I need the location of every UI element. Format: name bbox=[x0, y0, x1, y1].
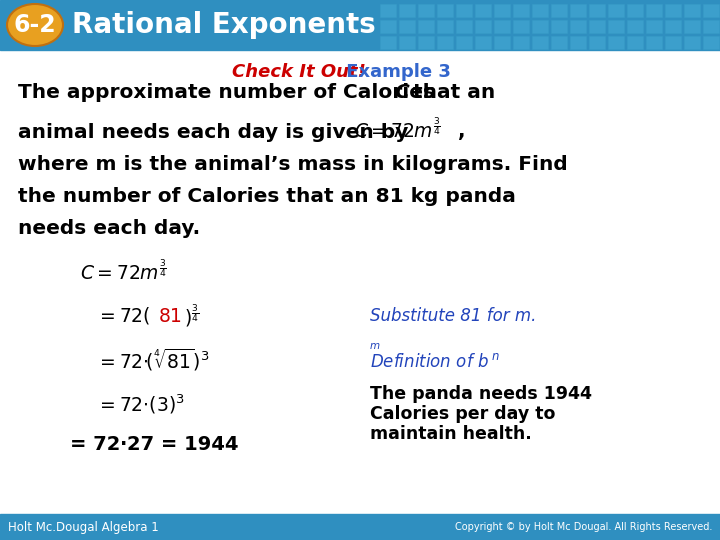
Text: $\mathit{Definition\ of\ b^{\,n}}$: $\mathit{Definition\ of\ b^{\,n}}$ bbox=[370, 353, 500, 371]
Text: that an: that an bbox=[406, 83, 495, 102]
Text: maintain health.: maintain health. bbox=[370, 425, 532, 443]
Text: Calories per day to: Calories per day to bbox=[370, 405, 555, 423]
Bar bbox=[589, 20, 605, 33]
Text: 6-2: 6-2 bbox=[14, 13, 56, 37]
Text: Copyright © by Holt Mc Dougal. All Rights Reserved.: Copyright © by Holt Mc Dougal. All Right… bbox=[454, 522, 712, 532]
Bar bbox=[380, 4, 396, 17]
Text: $\mathit{C}=72m^{\frac{3}{4}}$: $\mathit{C}=72m^{\frac{3}{4}}$ bbox=[80, 260, 167, 284]
Bar bbox=[418, 36, 434, 49]
Text: needs each day.: needs each day. bbox=[18, 219, 200, 238]
Bar bbox=[0, 514, 720, 540]
Bar bbox=[494, 4, 510, 17]
Bar bbox=[475, 4, 491, 17]
Bar bbox=[437, 4, 453, 17]
Text: Rational Exponents: Rational Exponents bbox=[72, 11, 376, 39]
Bar bbox=[380, 36, 396, 49]
Bar bbox=[646, 36, 662, 49]
Bar bbox=[551, 20, 567, 33]
Bar bbox=[627, 20, 643, 33]
Bar bbox=[399, 20, 415, 33]
Bar bbox=[532, 4, 548, 17]
Bar bbox=[646, 4, 662, 17]
Ellipse shape bbox=[7, 4, 63, 46]
Bar bbox=[0, 0, 720, 50]
Bar bbox=[608, 4, 624, 17]
Text: $=72{\cdot}(3)^{3}$: $=72{\cdot}(3)^{3}$ bbox=[96, 392, 185, 416]
Bar bbox=[475, 20, 491, 33]
Bar bbox=[475, 36, 491, 49]
Bar bbox=[456, 20, 472, 33]
Text: m: m bbox=[370, 341, 380, 351]
Bar bbox=[589, 36, 605, 49]
Bar bbox=[570, 36, 586, 49]
Bar bbox=[399, 36, 415, 49]
Bar bbox=[589, 4, 605, 17]
Bar bbox=[513, 36, 529, 49]
Bar bbox=[684, 4, 700, 17]
Bar bbox=[456, 36, 472, 49]
Bar bbox=[665, 20, 681, 33]
Bar bbox=[570, 20, 586, 33]
Bar bbox=[684, 36, 700, 49]
Text: animal needs each day is given by: animal needs each day is given by bbox=[18, 123, 415, 141]
Text: $)^{\frac{3}{4}}$: $)^{\frac{3}{4}}$ bbox=[184, 303, 199, 329]
Bar bbox=[532, 20, 548, 33]
Bar bbox=[684, 20, 700, 33]
Text: $81$: $81$ bbox=[158, 307, 182, 326]
Bar bbox=[665, 4, 681, 17]
Bar bbox=[437, 36, 453, 49]
Text: $\mathit{C}=72m^{\frac{3}{4}}$: $\mathit{C}=72m^{\frac{3}{4}}$ bbox=[354, 118, 441, 142]
Bar bbox=[0, 50, 720, 514]
Bar bbox=[551, 4, 567, 17]
Bar bbox=[418, 4, 434, 17]
Bar bbox=[494, 20, 510, 33]
Text: The approximate number of Calories: The approximate number of Calories bbox=[18, 83, 442, 102]
Bar bbox=[703, 36, 719, 49]
Bar bbox=[380, 20, 396, 33]
Bar bbox=[532, 36, 548, 49]
Text: $=72{\cdot}\!\left(\sqrt[4]{81}\right)^{3}$: $=72{\cdot}\!\left(\sqrt[4]{81}\right)^{… bbox=[96, 347, 210, 373]
Bar bbox=[513, 20, 529, 33]
Bar bbox=[703, 20, 719, 33]
Text: Substitute 81 for m.: Substitute 81 for m. bbox=[370, 307, 536, 325]
Bar bbox=[608, 20, 624, 33]
Text: Check It Out!: Check It Out! bbox=[232, 63, 366, 81]
Bar bbox=[494, 36, 510, 49]
Text: $=72($: $=72($ bbox=[96, 306, 150, 327]
Text: = 72‧27 = 1944: = 72‧27 = 1944 bbox=[70, 435, 238, 454]
Bar bbox=[665, 36, 681, 49]
Text: Holt Mc.Dougal Algebra 1: Holt Mc.Dougal Algebra 1 bbox=[8, 521, 158, 534]
Text: C: C bbox=[394, 83, 409, 102]
Bar bbox=[0, 50, 720, 514]
Bar bbox=[513, 4, 529, 17]
Bar bbox=[551, 36, 567, 49]
Bar bbox=[570, 4, 586, 17]
Bar bbox=[418, 20, 434, 33]
Bar bbox=[399, 4, 415, 17]
Bar bbox=[627, 4, 643, 17]
Text: the number of Calories that an 81 kg panda: the number of Calories that an 81 kg pan… bbox=[18, 186, 516, 206]
Text: The panda needs 1944: The panda needs 1944 bbox=[370, 385, 592, 403]
Text: ,: , bbox=[458, 123, 466, 141]
Text: where m is the animal’s mass in kilograms. Find: where m is the animal’s mass in kilogram… bbox=[18, 154, 568, 173]
Text: Example 3: Example 3 bbox=[340, 63, 451, 81]
Bar bbox=[608, 36, 624, 49]
Bar bbox=[646, 20, 662, 33]
Bar bbox=[703, 4, 719, 17]
Bar bbox=[456, 4, 472, 17]
Bar bbox=[627, 36, 643, 49]
Bar bbox=[437, 20, 453, 33]
